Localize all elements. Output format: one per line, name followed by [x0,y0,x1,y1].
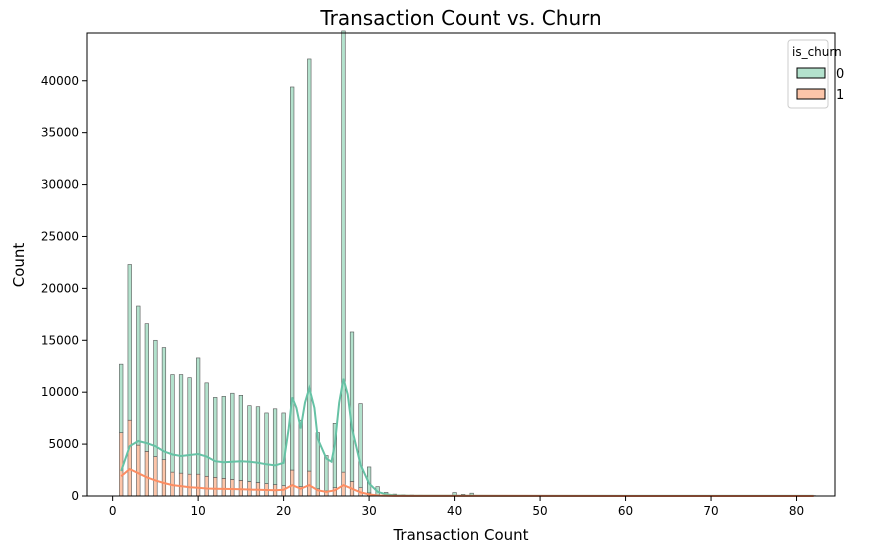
bar-churn-13 [221,478,226,497]
bar-churn-9 [187,473,192,497]
y-tick-label-10000: 10000 [41,385,79,399]
legend-swatch-1 [796,88,826,100]
bar-not-churn-25 [324,455,329,492]
chart-title: Transaction Count vs. Churn [319,6,601,30]
legend-label-1: 1 [836,88,844,103]
bar-not-churn-7 [170,374,175,473]
x-tick-label-60: 60 [618,504,633,518]
x-tick-label-40: 40 [447,504,462,518]
bar-churn-3 [136,444,141,497]
bar-not-churn-14 [230,392,235,480]
bar-churn-14 [230,479,235,497]
bar-not-churn-6 [161,347,167,460]
bar-not-churn-17 [255,406,261,483]
bar-churn-5 [153,456,158,497]
legend: is_churn 0 1 [787,39,844,109]
bar-not-churn-27 [341,30,346,473]
bar-not-churn-28 [349,331,355,482]
bar-not-churn-13 [221,396,226,479]
bar-not-churn-8 [178,374,184,474]
y-axis: 0 5000 10000 15000 20000 25000 30000 35000 40000 [41,74,87,503]
y-tick-label-30000: 30000 [41,178,79,192]
bar-not-churn-1 [119,363,124,433]
bar-not-churn-23 [307,58,312,472]
y-tick-label-15000: 15000 [41,333,79,347]
y-tick-label-35000: 35000 [41,126,79,140]
y-tick-label-25000: 25000 [41,229,79,243]
legend-label-0: 0 [836,67,844,82]
bar-churn-10 [196,473,201,497]
bar-churn-11 [204,475,209,497]
bar-not-churn-19 [272,408,278,485]
x-axis-label: Transaction Count [392,526,528,544]
x-tick-label-10: 10 [190,504,205,518]
kde-line-0 [120,378,814,497]
x-tick-label-80: 80 [789,504,804,518]
bar-not-churn-12 [213,397,218,478]
bar-churn-4 [144,451,149,497]
bar-not-churn-18 [264,412,269,484]
bar-not-churn-5 [153,339,158,457]
x-tick-label-0: 0 [109,504,117,518]
bar-not-churn-10 [196,357,201,475]
bar-not-churn-3 [136,305,141,446]
y-tick-label-5000: 5000 [48,437,79,451]
bar-churn-12 [213,477,218,497]
bar-not-churn-16 [247,405,252,482]
x-tick-label-50: 50 [532,504,547,518]
kde-line-1 [120,467,814,497]
bar-churn-2 [127,419,132,497]
x-tick-label-70: 70 [703,504,718,518]
legend-swatch-0 [796,67,826,79]
bar-not-churn-2 [127,264,132,421]
plot-frame [86,32,836,497]
y-tick-label-20000: 20000 [41,281,79,295]
bar-churn-23 [307,470,312,497]
y-tick-label-0: 0 [71,489,79,503]
bar-not-churn-9 [187,377,192,475]
x-tick-label-20: 20 [276,504,291,518]
bar-not-churn-11 [204,382,209,477]
bar-not-churn-21 [290,86,295,471]
bar-not-churn-22 [298,419,303,487]
bar-not-churn-29 [358,403,363,488]
bar-not-churn-15 [238,395,243,481]
y-tick-label-40000: 40000 [41,74,79,88]
bar-churn-8 [178,472,184,497]
x-tick-label-30: 30 [361,504,376,518]
bar-not-churn-4 [144,323,149,452]
bar-churn-6 [161,459,167,497]
bar-churn-21 [290,469,295,497]
legend-title: is_churn [792,45,842,59]
x-axis: 0 10 20 30 40 50 60 70 80 [109,496,804,518]
y-axis-label: Count [10,243,28,288]
bar-churn-15 [238,480,243,497]
